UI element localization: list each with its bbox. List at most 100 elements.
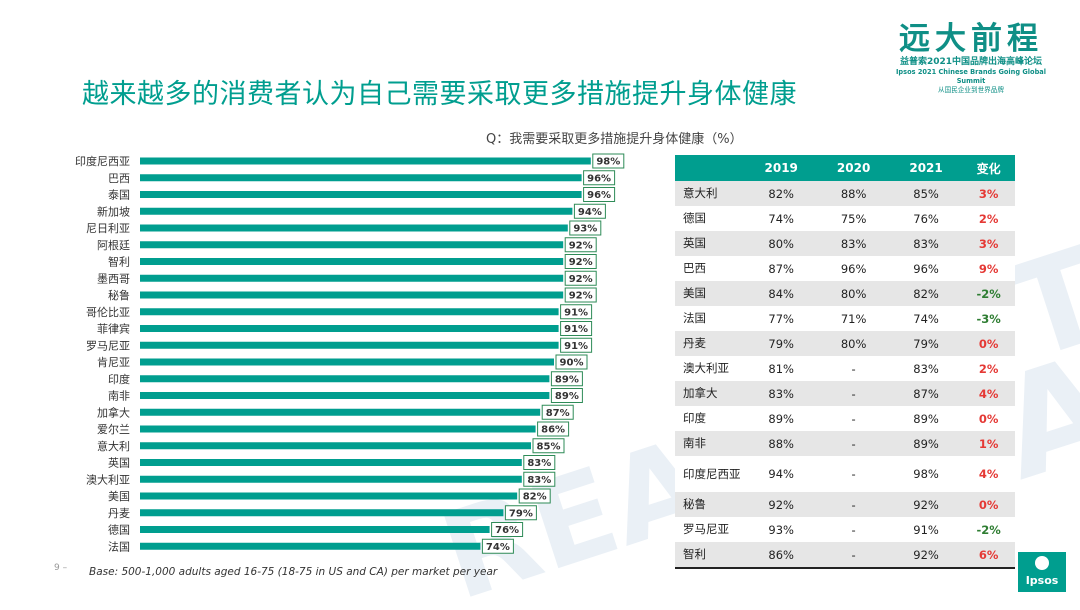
table-cell-2021: 87%	[889, 381, 963, 406]
bar	[140, 241, 564, 249]
question-text: Q：我需要采取更多措施提升身体健康（%）	[486, 132, 743, 147]
value-label-box	[560, 337, 593, 353]
table-cell-2019: 92%	[745, 492, 818, 517]
table-row: 丹麦 79% 80% 79% 0%	[675, 331, 1015, 356]
table-cell-2020: -	[817, 356, 890, 381]
ipsos-logo-text: Ipsos	[1025, 574, 1059, 587]
value-label: 92%	[569, 240, 593, 251]
category-label: 肯尼亚	[97, 356, 130, 369]
value-label: 76%	[495, 525, 519, 536]
category-label: 法国	[108, 539, 130, 553]
table-cell-change: 4%	[962, 381, 1015, 406]
table-cell-change: 9%	[962, 256, 1015, 281]
bar	[140, 291, 564, 299]
category-label: 尼日利亚	[86, 222, 130, 235]
bar	[140, 358, 554, 366]
category-label: 哥伦比亚	[86, 305, 130, 319]
table-header-cell: 2021	[889, 155, 963, 181]
bar	[140, 442, 531, 450]
category-label: 印度尼西亚	[75, 154, 130, 168]
ipsos-logo-dot	[1035, 556, 1049, 570]
bar	[140, 526, 490, 533]
table-cell-2020: 88%	[817, 181, 890, 206]
bar	[140, 459, 522, 466]
table-cell-2021: 85%	[889, 181, 963, 206]
table-cell-2019: 94%	[745, 456, 818, 492]
table-cell-2021: 82%	[889, 281, 963, 306]
page-number: 9 –	[54, 563, 68, 573]
table-cell-2021: 83%	[889, 356, 963, 381]
table-cell-country: 罗马尼亚	[675, 517, 745, 542]
category-label: 阿根廷	[97, 238, 130, 252]
table-row: 巴西 87% 96% 96% 9%	[675, 256, 1015, 281]
value-label: 87%	[546, 408, 570, 419]
table-cell-2021: 96%	[889, 256, 963, 281]
value-label: 74%	[486, 542, 510, 553]
table-cell-2019: 93%	[745, 517, 818, 542]
value-label: 89%	[555, 391, 579, 402]
bar	[140, 392, 550, 399]
table-row: 印度尼西亚 94% -98% 4%	[675, 456, 1015, 492]
table-cell-change: 3%	[962, 231, 1015, 256]
table-cell-2019: 80%	[745, 231, 818, 256]
bar	[140, 475, 522, 483]
table-cell-change: 0%	[962, 492, 1015, 517]
table-cell-2020: 96%	[817, 256, 890, 281]
table-cell-change: 0%	[962, 331, 1015, 356]
table-cell-country: 印度尼西亚	[675, 456, 745, 492]
table-cell-2020: -	[817, 406, 890, 431]
table-cell-country: 丹麦	[675, 331, 745, 356]
table-cell-2020: -	[817, 456, 890, 492]
table-cell-change: 6%	[962, 542, 1015, 568]
table-row: 德国 74% 75% 76% 2%	[675, 206, 1015, 231]
value-label-box	[550, 388, 583, 403]
table-cell-2019: 77%	[745, 306, 818, 331]
bar	[140, 375, 550, 383]
value-label: 96%	[587, 190, 611, 201]
bar	[140, 174, 582, 182]
category-label: 巴西	[108, 172, 130, 185]
table-cell-change: -2%	[962, 281, 1015, 306]
table-cell-2021: 91%	[889, 517, 963, 542]
value-label: 91%	[564, 324, 588, 335]
value-label: 92%	[569, 257, 593, 268]
value-label-box	[592, 153, 625, 169]
category-label: 爱尔兰	[97, 423, 130, 436]
table-cell-2020: -	[817, 431, 890, 456]
bar	[140, 492, 518, 500]
slide-title: 越来越多的消费者认为自己需要采取更多措施提升身体健康	[82, 79, 797, 110]
table-cell-change: 4%	[962, 456, 1015, 492]
value-label-box	[541, 404, 574, 420]
table-cell-change: -2%	[962, 517, 1015, 542]
value-label: 91%	[564, 341, 588, 352]
table-cell-country: 美国	[675, 281, 745, 306]
table-cell-2021: 92%	[889, 492, 963, 517]
table-cell-2019: 84%	[745, 281, 818, 306]
table-row: 加拿大 83% -87% 4%	[675, 381, 1015, 406]
table-header-cell	[675, 155, 745, 181]
table-cell-country: 英国	[675, 231, 745, 256]
logo-line-1: 益普索2021中国品牌出海高峰论坛	[899, 57, 1043, 67]
value-label-box	[523, 455, 556, 470]
table-row: 美国 84% 80% 82% -2%	[675, 281, 1015, 306]
value-label-box	[518, 488, 551, 504]
table-row: 智利 86% -92% 6%	[675, 542, 1015, 568]
bar	[140, 191, 582, 198]
value-label-box	[560, 304, 593, 320]
category-label: 丹麦	[108, 507, 130, 520]
value-label: 92%	[569, 291, 593, 302]
table-cell-2021: 89%	[889, 406, 963, 431]
table-cell-2019: 83%	[745, 381, 818, 406]
category-label: 加拿大	[97, 405, 130, 419]
bar-chart: 印度尼西亚 98% 巴西 96% 泰国 96% 新加坡 94% 尼日利亚 93% 阿根廷 92% 智利 9…	[75, 153, 625, 554]
value-label-box	[523, 471, 556, 487]
category-label: 印度	[108, 372, 130, 386]
bar	[140, 308, 559, 316]
table-cell-country: 南非	[675, 431, 745, 456]
value-label: 90%	[560, 358, 584, 369]
table-cell-change: 1%	[962, 431, 1015, 456]
table-cell-2021: 76%	[889, 206, 963, 231]
value-label-box	[564, 237, 597, 253]
category-label: 泰国	[108, 188, 130, 202]
value-label-box	[583, 170, 616, 186]
